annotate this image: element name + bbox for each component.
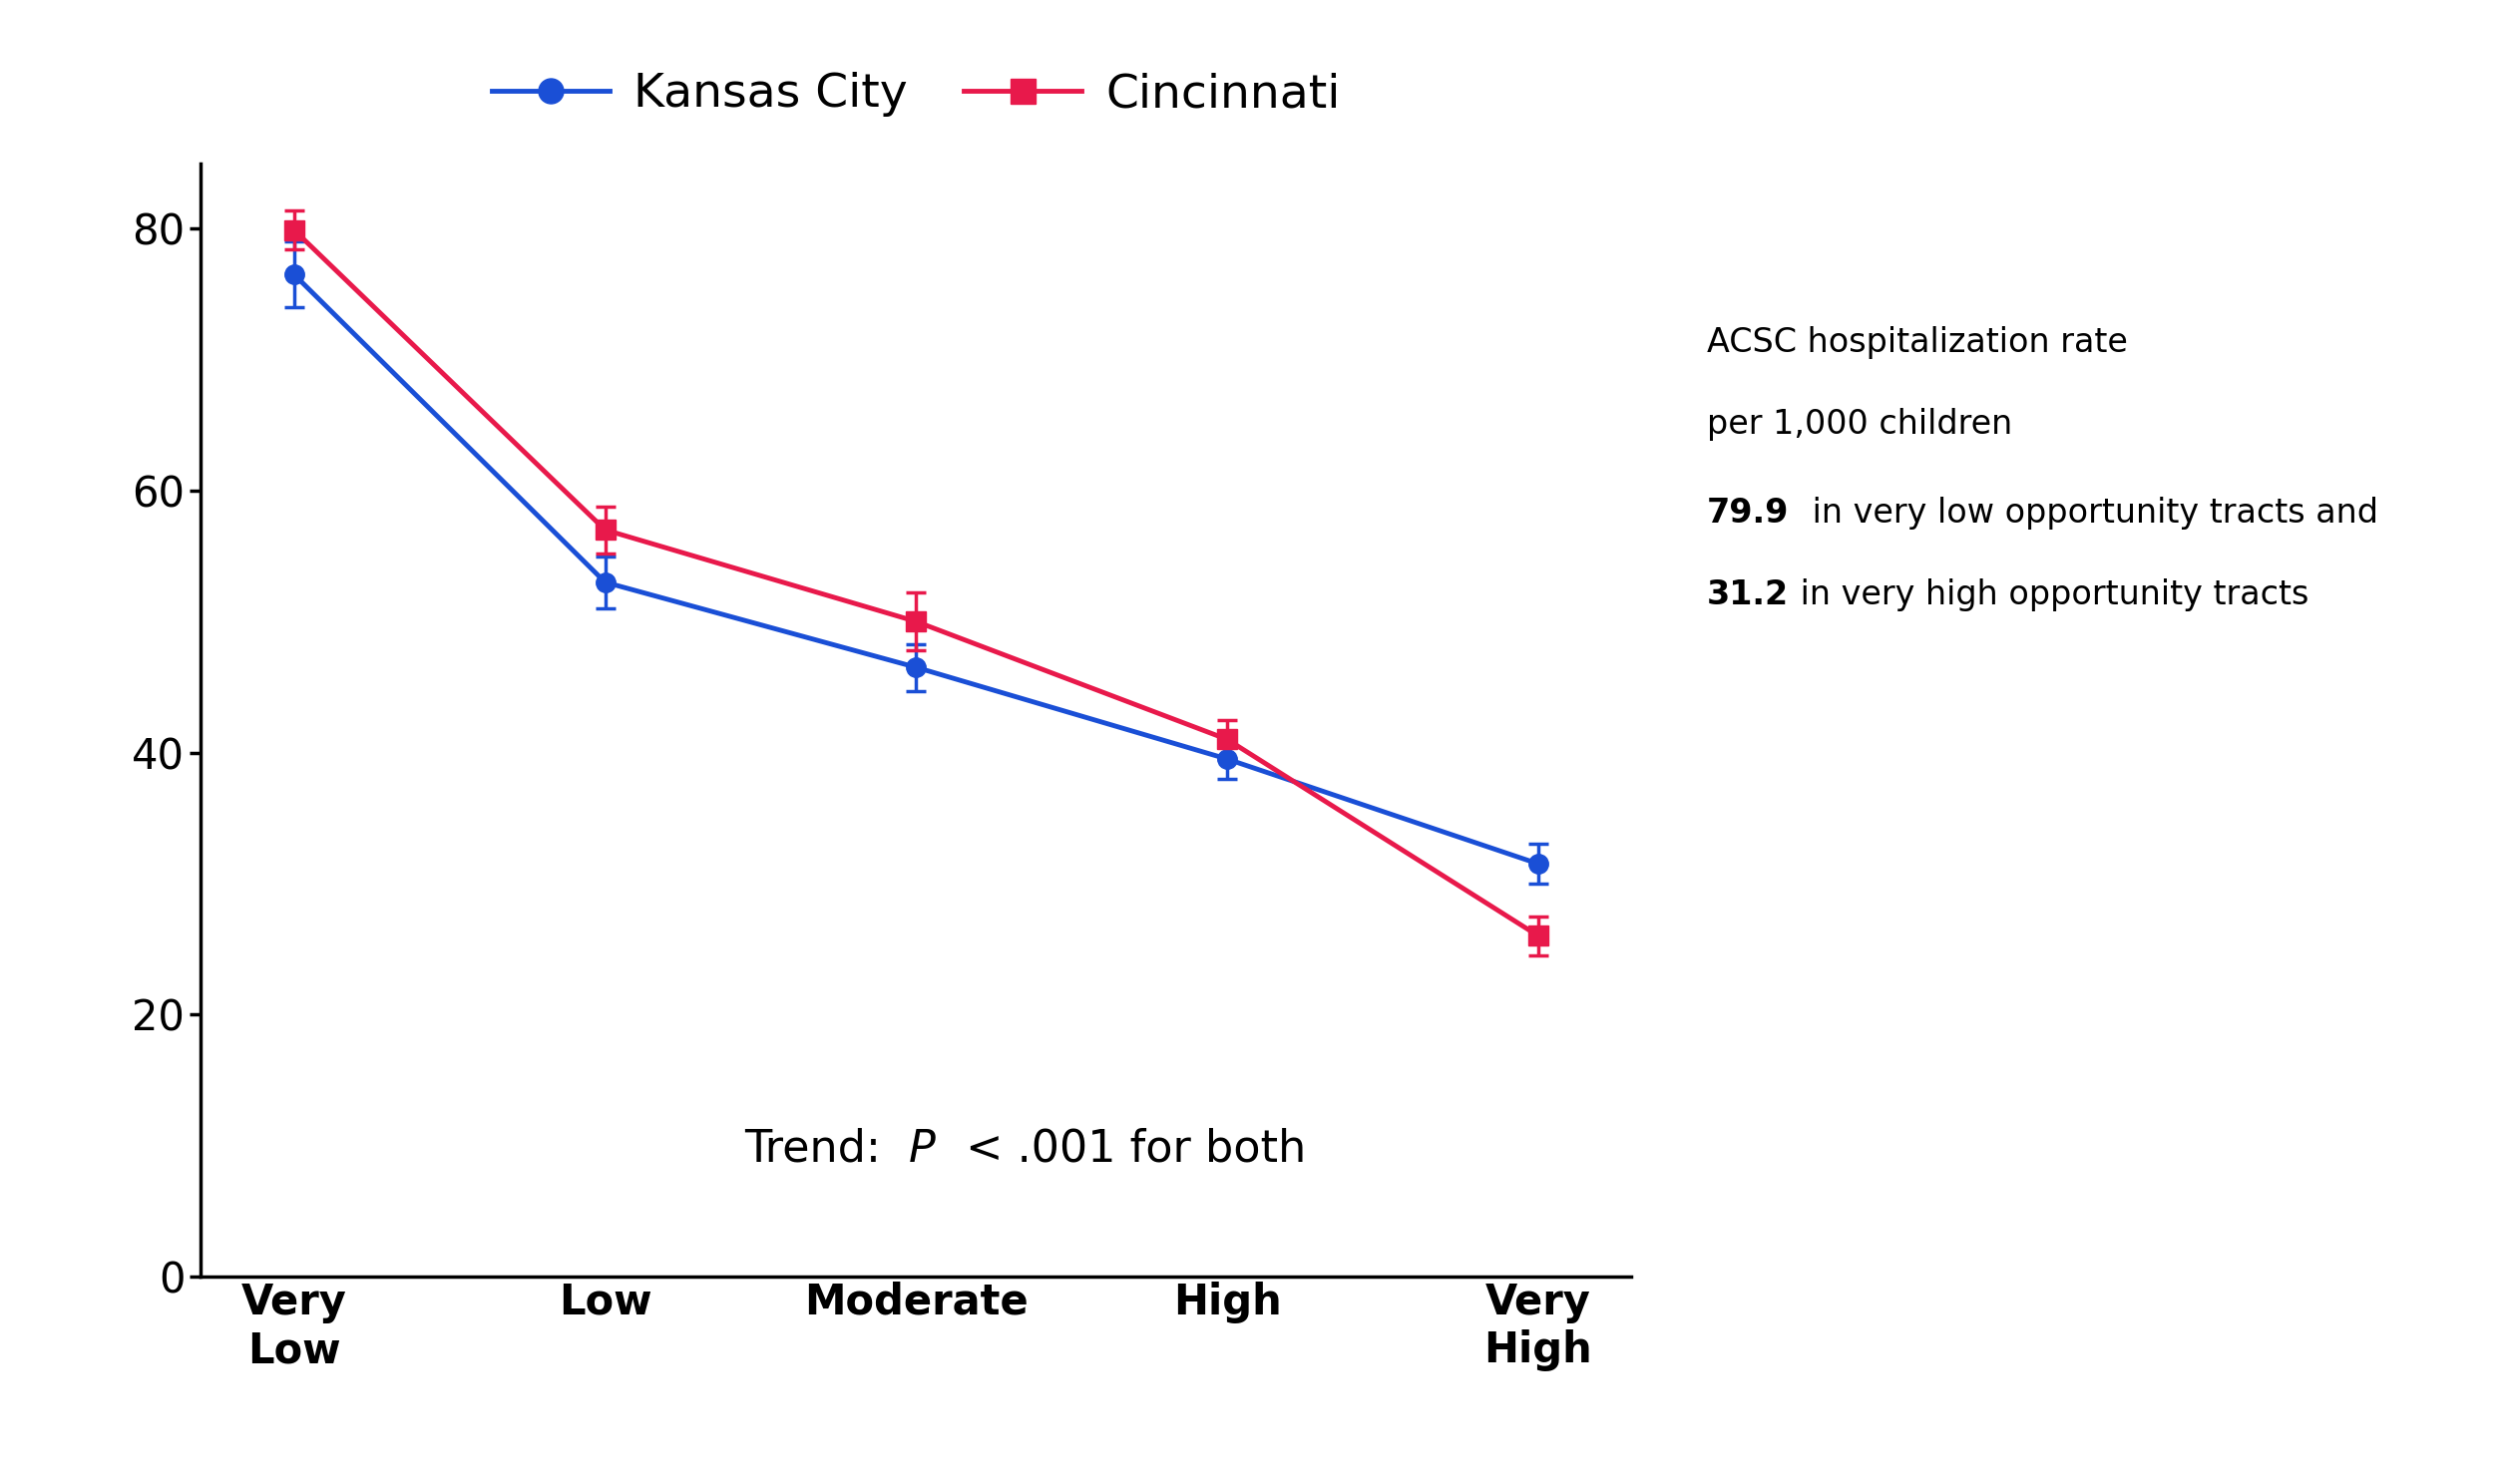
Text: in very low opportunity tracts and: in very low opportunity tracts and — [1802, 497, 2379, 530]
Text: 31.2: 31.2 — [1707, 579, 1790, 611]
Text: in very high opportunity tracts: in very high opportunity tracts — [1790, 579, 2309, 611]
Text: ACSC hospitalization rate: ACSC hospitalization rate — [1707, 326, 2128, 359]
Text: Trend:: Trend: — [745, 1128, 896, 1171]
Text: P: P — [909, 1128, 936, 1171]
Text: < .001 for both: < .001 for both — [951, 1128, 1305, 1171]
Text: 79.9: 79.9 — [1707, 497, 1790, 530]
Text: per 1,000 children: per 1,000 children — [1707, 408, 2013, 441]
Legend: Kansas City, Cincinnati: Kansas City, Cincinnati — [474, 53, 1358, 135]
